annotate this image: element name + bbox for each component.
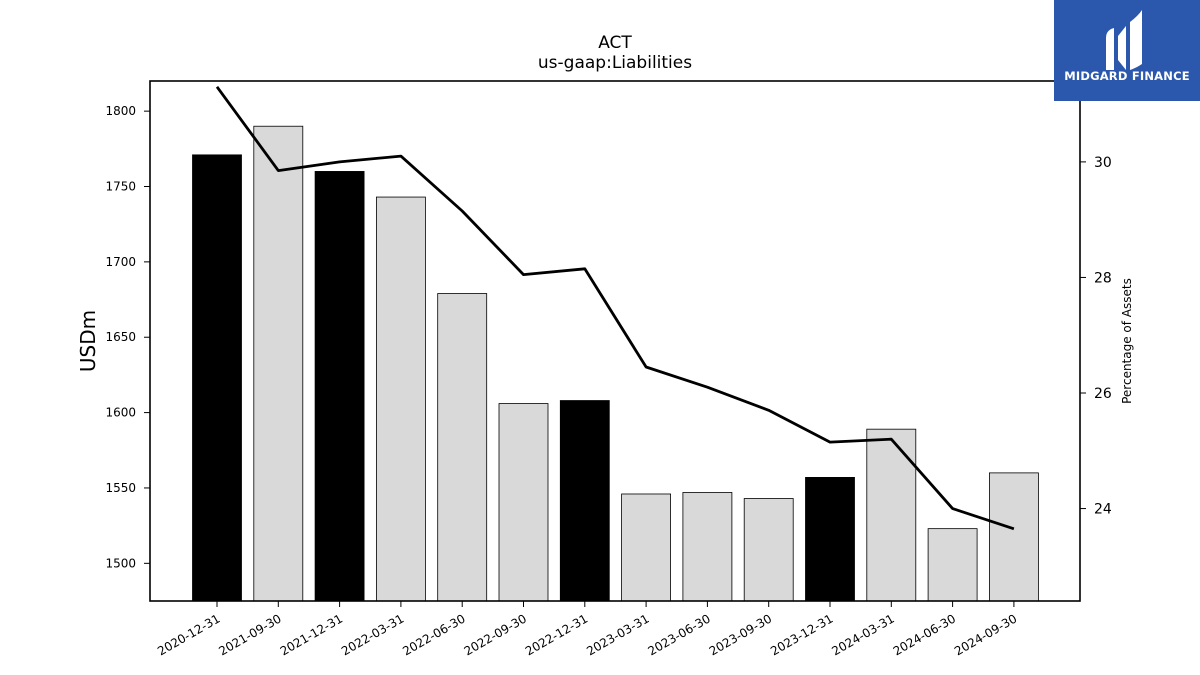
x-tick-label: 2024-03-31 (829, 611, 896, 658)
chart-subtitle: us-gaap:Liabilities (538, 53, 692, 73)
y-tick-label: 1800 (105, 104, 136, 118)
bar-2021-12-31 (314, 171, 365, 602)
bar-2022-09-30 (498, 403, 549, 602)
y2-axis-label: Percentage of Assets (1120, 278, 1134, 404)
y-axis-label: USDm (76, 310, 100, 372)
x-axis: 2020-12-312021-09-302021-12-312022-03-31… (155, 601, 1019, 658)
x-tick-label: 2022-06-30 (400, 611, 467, 658)
y2-tick-label: 24 (1094, 502, 1112, 518)
bar-2024-03-31 (866, 428, 917, 602)
bar-2020-12-31 (192, 154, 242, 602)
x-tick-label: 2020-12-31 (155, 611, 222, 658)
percentage-line (215, 85, 1015, 531)
bar-2022-03-31 (375, 196, 426, 602)
bar-2024-09-30 (989, 472, 1039, 602)
y-tick-label: 1750 (105, 180, 136, 194)
x-tick-label: 2024-09-30 (952, 611, 1019, 658)
bar-2023-12-31 (805, 477, 855, 602)
y-tick-label: 1500 (105, 556, 136, 570)
x-tick-label: 2023-12-31 (768, 611, 835, 658)
y2-tick-label: 28 (1094, 270, 1112, 286)
bar-2023-09-30 (743, 498, 794, 602)
bar-2023-03-31 (621, 493, 671, 602)
logo-text: MIDGARD FINANCE (1064, 69, 1190, 83)
x-tick-label: 2023-03-31 (584, 611, 651, 658)
y-tick-label: 1650 (105, 330, 136, 344)
bar-2022-06-30 (437, 293, 488, 602)
y-tick-label: 1600 (105, 406, 136, 420)
x-tick-label: 2023-06-30 (645, 611, 712, 658)
line-layer (215, 85, 1015, 531)
bar-2023-06-30 (682, 492, 733, 602)
left-axis: 1500 1550 1600 1650 1700 1750 1800 (105, 104, 150, 570)
x-tick-label: 2022-09-30 (462, 611, 529, 658)
plot-frame (149, 80, 1081, 602)
y2-tick-label: 26 (1094, 386, 1112, 402)
bar-2021-09-30 (253, 125, 304, 602)
chart-title: ACT (598, 33, 632, 53)
logo-mark-icon (1106, 10, 1142, 70)
bars-layer (192, 125, 1039, 602)
right-axis: 24 26 28 30 (1080, 155, 1112, 518)
bar-2024-06-30 (927, 528, 978, 602)
brand-logo: MIDGARD FINANCE (1054, 0, 1200, 101)
x-tick-label: 2022-03-31 (339, 611, 406, 658)
y2-tick-label: 30 (1094, 155, 1112, 171)
x-tick-label: 2021-09-30 (216, 611, 283, 658)
x-tick-label: 2022-12-31 (523, 611, 590, 658)
bar-2022-12-31 (559, 400, 610, 602)
y-tick-label: 1550 (105, 481, 136, 495)
x-tick-label: 2024-06-30 (891, 611, 958, 658)
x-tick-label: 2021-12-31 (278, 611, 345, 658)
x-tick-label: 2023-09-30 (707, 611, 774, 658)
y-tick-label: 1700 (105, 255, 136, 269)
